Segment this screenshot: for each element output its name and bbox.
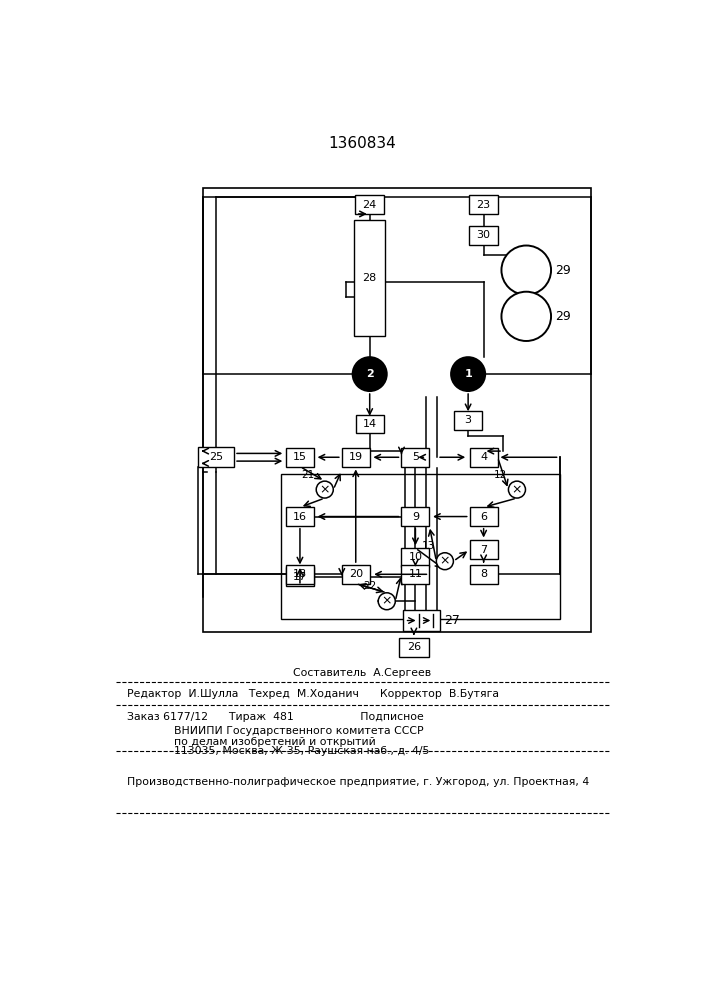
Text: Производственно-полиграфическое предприятие, г. Ужгород, ул. Проектная, 4: Производственно-полиграфическое предприя… xyxy=(127,777,590,787)
Bar xyxy=(286,567,314,586)
Text: ВНИИПИ Государственного комитета СССР: ВНИИПИ Государственного комитета СССР xyxy=(174,726,423,736)
Text: 4: 4 xyxy=(480,452,487,462)
Bar xyxy=(199,447,234,467)
Text: 29: 29 xyxy=(555,310,571,323)
Circle shape xyxy=(436,553,453,570)
Text: ×: × xyxy=(512,483,522,496)
Text: 13: 13 xyxy=(421,541,435,551)
Text: 5: 5 xyxy=(412,452,419,462)
Bar xyxy=(402,507,429,526)
Text: 26: 26 xyxy=(407,642,421,652)
Bar xyxy=(402,565,429,584)
Text: 12: 12 xyxy=(493,470,507,480)
Circle shape xyxy=(378,593,395,610)
Text: ×: × xyxy=(320,483,330,496)
Bar xyxy=(203,188,590,632)
Text: 17: 17 xyxy=(293,572,307,582)
Bar xyxy=(355,195,385,214)
Text: 23: 23 xyxy=(477,200,491,210)
Text: по делам изобретений и открытий: по делам изобретений и открытий xyxy=(174,737,375,747)
Text: 28: 28 xyxy=(363,273,377,283)
Bar xyxy=(469,507,498,526)
Text: 1: 1 xyxy=(464,369,472,379)
Text: 7: 7 xyxy=(480,545,487,555)
Text: 11: 11 xyxy=(409,569,422,579)
Bar xyxy=(286,565,314,584)
Bar xyxy=(281,474,559,619)
Bar xyxy=(469,226,498,245)
Text: 24: 24 xyxy=(363,200,377,210)
Text: 1360834: 1360834 xyxy=(328,136,396,151)
Text: ×: × xyxy=(382,595,392,608)
Circle shape xyxy=(508,481,525,498)
Bar xyxy=(469,565,498,584)
Bar xyxy=(469,448,498,466)
Text: ×: × xyxy=(440,555,450,568)
Bar xyxy=(341,565,370,584)
Text: 29: 29 xyxy=(555,264,571,277)
Circle shape xyxy=(451,357,485,391)
Text: 9: 9 xyxy=(412,512,419,522)
Text: 27: 27 xyxy=(444,614,460,627)
Text: 22: 22 xyxy=(363,581,377,591)
Text: 3: 3 xyxy=(464,415,472,425)
Text: 8: 8 xyxy=(480,569,487,579)
Bar xyxy=(469,540,498,559)
Text: 6: 6 xyxy=(480,512,487,522)
Bar xyxy=(354,220,385,336)
Text: 19: 19 xyxy=(349,452,363,462)
Text: 113035, Москва, Ж-35, Раушская наб., д. 4/5: 113035, Москва, Ж-35, Раушская наб., д. … xyxy=(174,746,429,756)
Bar xyxy=(469,195,498,214)
Text: 2: 2 xyxy=(366,369,373,379)
Circle shape xyxy=(316,481,333,498)
Text: 20: 20 xyxy=(349,569,363,579)
Text: Составитель  А.Сергеев: Составитель А.Сергеев xyxy=(293,668,431,678)
Bar xyxy=(402,448,429,466)
Text: 10: 10 xyxy=(409,552,422,562)
Bar xyxy=(286,448,314,466)
Bar xyxy=(399,638,428,657)
Bar xyxy=(356,415,384,433)
Circle shape xyxy=(353,357,387,391)
Bar xyxy=(341,448,370,466)
Bar xyxy=(402,548,429,567)
Circle shape xyxy=(501,292,551,341)
Bar xyxy=(403,610,440,631)
Text: 18: 18 xyxy=(293,569,307,579)
Text: Заказ 6177/12      Тираж  481                   Подписное: Заказ 6177/12 Тираж 481 Подписное xyxy=(127,712,424,722)
Text: 14: 14 xyxy=(363,419,377,429)
Bar xyxy=(286,507,314,526)
Text: 16: 16 xyxy=(293,512,307,522)
Text: 25: 25 xyxy=(209,452,223,462)
Text: 30: 30 xyxy=(477,231,491,240)
Text: 21: 21 xyxy=(301,470,315,480)
Text: 15: 15 xyxy=(293,452,307,462)
Circle shape xyxy=(501,246,551,295)
Bar xyxy=(454,411,482,430)
Text: Редактор  И.Шулла   Техред  М.Ходанич      Корректор  В.Бутяга: Редактор И.Шулла Техред М.Ходанич Коррек… xyxy=(127,689,499,699)
